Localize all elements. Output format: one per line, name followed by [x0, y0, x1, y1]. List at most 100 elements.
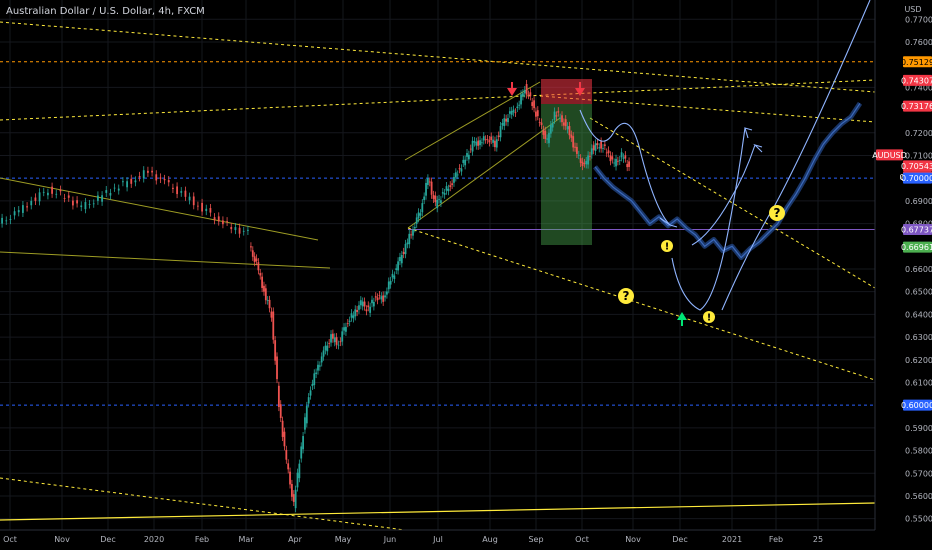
candle-body [510, 110, 513, 115]
candle-body [497, 135, 500, 137]
candle-body [72, 200, 74, 206]
candle-body [406, 242, 409, 245]
candle-body [367, 305, 370, 308]
channel-rise-upper [404, 81, 541, 161]
projection-arrow [721, 0, 871, 311]
candle-body [159, 177, 162, 179]
candle-body [562, 122, 565, 126]
candle-body [5, 220, 8, 222]
candle-body [413, 226, 416, 229]
candle-body [313, 373, 316, 385]
x-tick-label: Oct [3, 535, 17, 544]
candle-body [247, 229, 249, 231]
buy-arrow-icon [677, 312, 687, 320]
x-tick-label: Sep [528, 535, 543, 544]
candle-body [404, 243, 407, 255]
candle-body [602, 148, 604, 149]
projection-arrow [671, 127, 746, 311]
candle-body [88, 204, 91, 205]
x-tick-label: Dec [672, 535, 687, 544]
candle-body [592, 145, 595, 151]
candle-body [508, 111, 511, 114]
candle-body [1, 217, 3, 224]
x-tick-label: Mar [238, 535, 254, 544]
candle-body [352, 315, 355, 319]
candle-body [92, 203, 95, 205]
candle-body [559, 117, 562, 119]
candle-body [142, 170, 145, 179]
candle-body [283, 431, 286, 447]
candle-body [180, 191, 183, 193]
candle-body [134, 180, 137, 183]
projection-arrow [579, 109, 671, 226]
candle-body [419, 213, 422, 216]
x-tick-label: Jun [383, 535, 397, 544]
channel-left-lower [0, 251, 331, 269]
candle-body [479, 140, 481, 146]
candle-body [263, 285, 265, 292]
candle-body [97, 195, 99, 201]
candle-body [499, 126, 502, 138]
candle-body [384, 295, 386, 298]
candle-body [84, 202, 87, 210]
candle-body [318, 365, 321, 367]
candle-body [80, 205, 83, 208]
candle-body [402, 251, 405, 255]
candle-body [622, 157, 625, 159]
candle-body [17, 210, 20, 213]
candle-body [359, 300, 362, 306]
candle-body [555, 115, 558, 117]
candle-body [172, 187, 174, 189]
candle-body [281, 420, 284, 437]
candle-body [197, 205, 199, 207]
candle-body [155, 174, 158, 181]
candle-body [371, 299, 373, 304]
projection-arrow [691, 144, 756, 246]
price-tag [903, 224, 932, 236]
candle-body [372, 301, 375, 307]
price-tag [903, 160, 932, 172]
candle-body [421, 203, 424, 213]
annotation-marker-circle [618, 288, 634, 304]
candle-body [590, 148, 593, 155]
candle-body [566, 126, 569, 130]
candle-body [242, 230, 245, 232]
trendline-bottom-dotted [0, 477, 406, 531]
candle-body [261, 276, 264, 288]
candle-body [620, 152, 623, 158]
candle-body [400, 255, 403, 264]
candle-body [341, 331, 344, 342]
candle-body [255, 258, 258, 262]
candle-body [63, 197, 66, 199]
candle-body [514, 112, 517, 114]
candle-body [449, 185, 452, 188]
candle-body [253, 256, 256, 263]
candle-body [289, 471, 291, 485]
candle-body [337, 344, 340, 346]
x-tick-label: Aug [482, 535, 498, 544]
trendline-resistance-short [539, 95, 876, 123]
candle-body [38, 192, 41, 202]
candle-body [576, 146, 578, 154]
sell-arrow-icon [575, 88, 585, 96]
currency-label: USD [904, 5, 921, 14]
candle-body [311, 383, 314, 386]
candle-body [464, 159, 467, 166]
trendline-support-lower [407, 227, 876, 381]
annotation-marker-label: ! [665, 242, 670, 253]
candle-body [291, 484, 293, 497]
candle-body [613, 162, 616, 164]
candle-body [376, 297, 379, 301]
candle-body [101, 195, 103, 202]
candle-body [454, 172, 457, 178]
candle-body [348, 320, 351, 323]
annotation-marker-circle [661, 240, 673, 252]
price-tag-label: 0.67737 [901, 226, 932, 235]
candle-body [577, 154, 580, 156]
